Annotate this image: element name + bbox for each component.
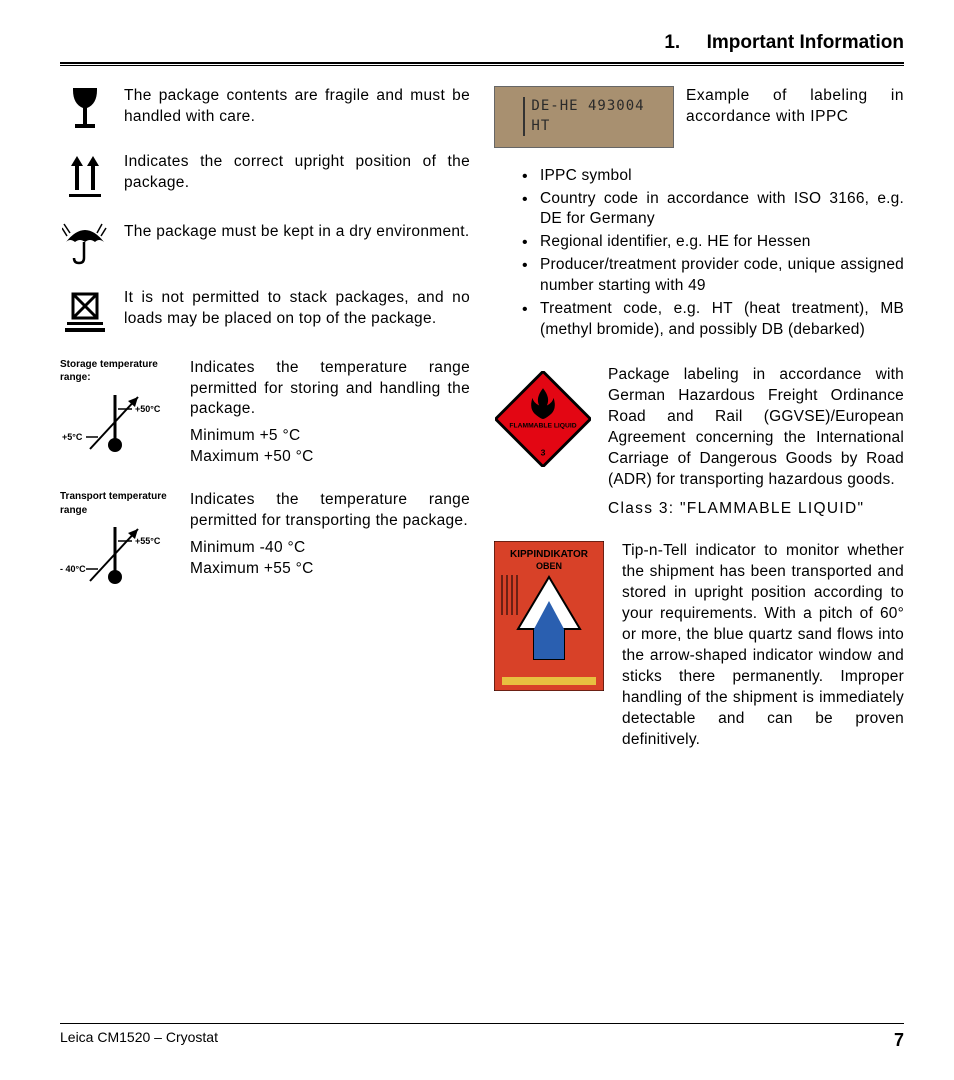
- list-item: Producer/treatment provider code, unique…: [540, 255, 904, 297]
- page-number: 7: [894, 1028, 904, 1052]
- list-item: Regional identifier, e.g. HE for Hessen: [540, 232, 904, 253]
- page-footer: Leica CM1520 – Cryostat 7: [60, 1023, 904, 1052]
- tipntell-desc: Tip-n-Tell indicator to monitor whether …: [622, 541, 904, 750]
- page-header: 1. Important Information: [60, 30, 904, 62]
- hazard-desc: Package labeling in accordance with Germ…: [608, 365, 904, 491]
- row-tipntell: KIPPINDIKATOR OBEN Tip-n-Tell indicator …: [494, 541, 904, 750]
- list-item: Treatment code, e.g. HT (heat treatment)…: [540, 299, 904, 341]
- row-nostack: It is not permitted to stack packages, a…: [60, 288, 470, 336]
- umbrella-icon: [60, 222, 110, 266]
- dry-text: The package must be kept in a dry enviro…: [124, 222, 470, 243]
- nostack-icon: [60, 288, 110, 336]
- svg-text:- 40°C: - 40°C: [60, 564, 86, 574]
- row-dry: The package must be kept in a dry enviro…: [60, 222, 470, 266]
- row-hazard: FLAMMABLE LIQUID 3 Package labeling in a…: [494, 365, 904, 519]
- svg-text:+50°C: +50°C: [135, 404, 161, 414]
- footer-product: Leica CM1520 – Cryostat: [60, 1028, 218, 1052]
- upright-icon: [60, 152, 110, 200]
- transport-label: Transport temperature range: [60, 490, 180, 517]
- header-rule: [60, 62, 904, 66]
- storage-thermo-icon: +50°C +5°C: [60, 389, 170, 459]
- svg-text:OBEN: OBEN: [536, 561, 562, 571]
- row-storage-temp: Storage temperature range: +50°C +5°C In…: [60, 358, 470, 469]
- transport-desc: Indicates the temperature range permitte…: [190, 490, 470, 532]
- section-number: 1.: [664, 32, 680, 53]
- list-item: Country code in accordance with ISO 3166…: [540, 189, 904, 231]
- transport-thermo-icon: +55°C - 40°C: [60, 521, 170, 591]
- right-column: DE-HE 493004 HT Example of labeling in a…: [494, 86, 904, 751]
- tipntell-indicator-icon: KIPPINDIKATOR OBEN: [494, 541, 606, 698]
- ippc-desc: Example of labeling in accordance with I…: [686, 86, 904, 128]
- svg-text:+55°C: +55°C: [135, 536, 161, 546]
- row-ippc: DE-HE 493004 HT Example of labeling in a…: [494, 86, 904, 148]
- ippc-stamp-image: DE-HE 493004 HT: [494, 86, 674, 148]
- fragile-text: The package contents are fragile and mus…: [124, 86, 470, 128]
- svg-text:3: 3: [541, 447, 546, 457]
- transport-max: Maximum +55 °C: [190, 559, 470, 580]
- svg-text:+5°C: +5°C: [62, 432, 83, 442]
- storage-max: Maximum +50 °C: [190, 447, 470, 468]
- fragile-icon: [60, 86, 110, 130]
- row-fragile: The package contents are fragile and mus…: [60, 86, 470, 130]
- flammable-liquid-icon: FLAMMABLE LIQUID 3: [494, 365, 592, 467]
- ippc-bullet-list: IPPC symbol Country code in accordance w…: [494, 166, 904, 341]
- storage-label: Storage temperature range:: [60, 358, 180, 385]
- svg-text:FLAMMABLE LIQUID: FLAMMABLE LIQUID: [509, 423, 576, 430]
- row-transport-temp: Transport temperature range +55°C - 40°C…: [60, 490, 470, 596]
- svg-text:KIPPINDIKATOR: KIPPINDIKATOR: [510, 549, 589, 560]
- transport-min: Minimum -40 °C: [190, 538, 470, 559]
- list-item: IPPC symbol: [540, 166, 904, 187]
- upright-text: Indicates the correct upright position o…: [124, 152, 470, 194]
- section-title: Important Information: [707, 32, 904, 53]
- storage-min: Minimum +5 °C: [190, 426, 470, 447]
- left-column: The package contents are fragile and mus…: [60, 86, 470, 751]
- storage-desc: Indicates the temperature range permitte…: [190, 358, 470, 421]
- nostack-text: It is not permitted to stack packages, a…: [124, 288, 470, 330]
- row-upright: Indicates the correct upright position o…: [60, 152, 470, 200]
- hazard-class: Class 3: "FLAMMABLE LIQUID": [608, 499, 904, 520]
